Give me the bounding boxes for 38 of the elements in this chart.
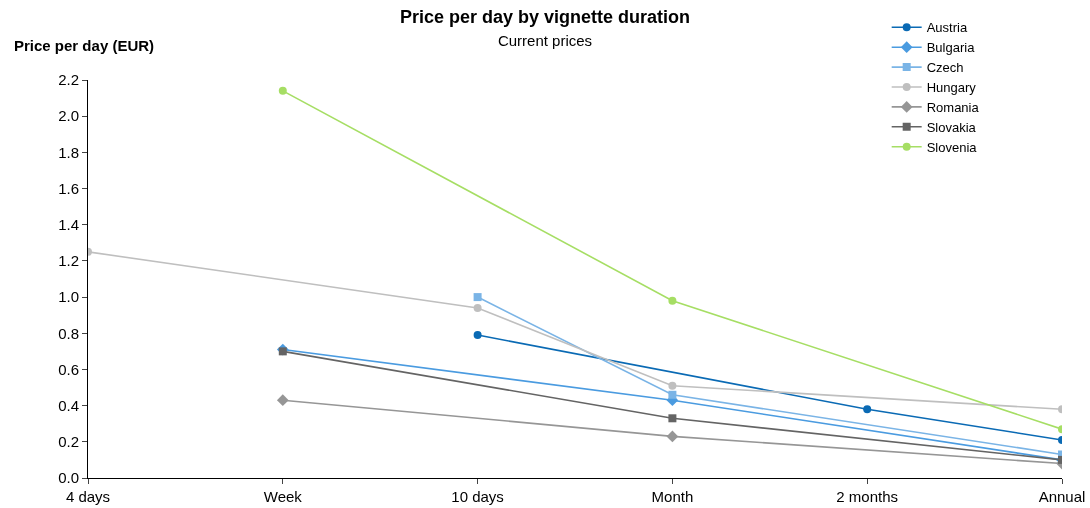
point — [666, 430, 679, 443]
y-tick-label: 0.6 — [58, 360, 79, 378]
y-tick-label: 0.8 — [58, 324, 79, 342]
legend-label: Hungary — [926, 80, 977, 96]
point — [668, 296, 677, 305]
legend-label: Romania — [926, 99, 980, 115]
point — [276, 394, 289, 407]
x-tick-label: Annual — [1038, 488, 1086, 505]
legend-label: Slovenia — [926, 139, 978, 155]
y-tick-label: 1.8 — [58, 143, 79, 161]
y-tick-label: 1.4 — [58, 215, 79, 233]
y-tick-label: 0.2 — [58, 433, 79, 451]
y-tick-label: 2.0 — [58, 107, 79, 125]
legend-label: Bulgaria — [926, 40, 976, 56]
y-tick-label: 0.0 — [58, 469, 79, 487]
point — [278, 347, 287, 356]
legend-label: Austria — [926, 20, 968, 36]
x-tick-label: 10 days — [451, 488, 504, 505]
chart-subtitle: Current prices — [497, 32, 593, 50]
y-tick-label: 1.0 — [58, 288, 79, 306]
y-tick-label: 1.6 — [58, 179, 79, 197]
point — [668, 414, 677, 423]
point — [863, 405, 872, 414]
y-axis-title: Price per day (EUR) — [14, 37, 155, 54]
point — [668, 390, 677, 399]
x-tick-label: Month — [651, 488, 694, 505]
y-tick-label: 1.2 — [58, 252, 79, 270]
point — [473, 331, 482, 340]
y-tick-label: 2.2 — [58, 71, 79, 89]
x-tick-label: Week — [263, 488, 303, 505]
legend-label: Czech — [926, 60, 964, 76]
y-tick-label: 0.4 — [58, 396, 79, 414]
x-tick-label: 2 months — [836, 488, 899, 505]
point — [473, 293, 482, 302]
legend-label: Slovakia — [926, 119, 977, 135]
chart-title: Price per day by vignette duration — [399, 6, 691, 27]
point — [278, 86, 287, 95]
x-tick-label: 4 days — [65, 488, 111, 505]
